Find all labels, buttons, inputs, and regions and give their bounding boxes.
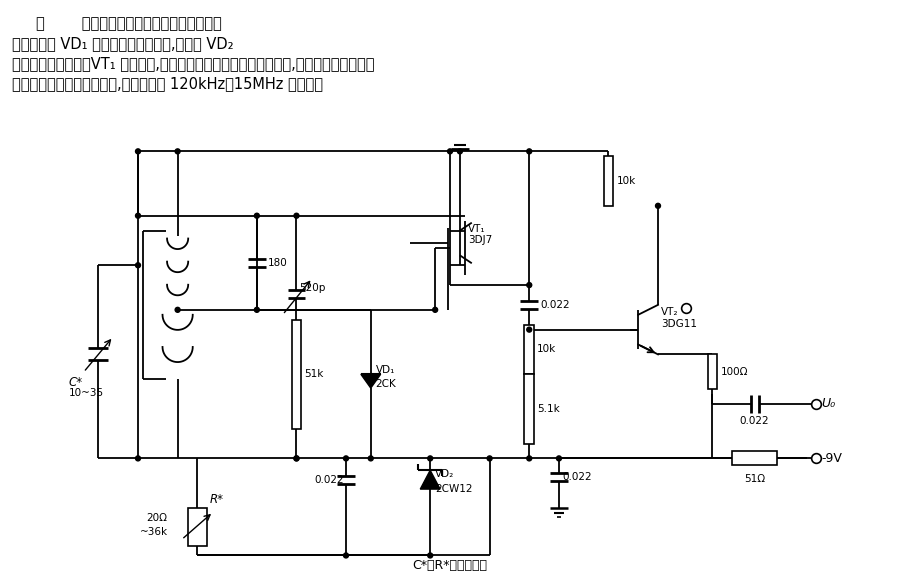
Bar (292, 319, 302, 429)
Text: VD₂: VD₂ (435, 469, 454, 479)
Circle shape (136, 213, 140, 218)
Circle shape (447, 149, 453, 154)
Text: 2CK: 2CK (375, 379, 397, 389)
Text: R*: R* (210, 493, 223, 507)
Circle shape (526, 149, 532, 154)
Circle shape (457, 149, 463, 154)
Text: 5.1k: 5.1k (537, 404, 560, 414)
Circle shape (655, 203, 661, 208)
Circle shape (255, 213, 259, 218)
Text: U₀: U₀ (822, 398, 835, 410)
Circle shape (433, 307, 437, 312)
Text: 100Ω: 100Ω (720, 367, 748, 377)
Text: 51k: 51k (304, 369, 324, 379)
Text: VD₁: VD₁ (375, 365, 395, 375)
Circle shape (428, 456, 433, 461)
Bar (707, 354, 717, 389)
Text: C*和R*分四个波段: C*和R*分四个波段 (412, 559, 488, 573)
Circle shape (294, 213, 299, 218)
Text: 10k: 10k (537, 345, 556, 354)
Circle shape (526, 283, 532, 287)
Circle shape (136, 149, 140, 154)
Bar (525, 374, 535, 444)
Circle shape (344, 553, 348, 558)
Text: 用来稳定电源电压。VT₁ 为振荡级,产生的振荡信号由射极跟随器输出,用来提高频率和振幅: 用来稳定电源电压。VT₁ 为振荡级,产生的振荡信号由射极跟随器输出,用来提高频率… (13, 57, 374, 71)
Text: 2CW12: 2CW12 (435, 484, 472, 494)
Text: ~36k: ~36k (140, 526, 167, 537)
Bar (733, 451, 777, 465)
Circle shape (294, 456, 299, 461)
Bar (604, 156, 614, 206)
Circle shape (136, 456, 140, 461)
Text: 0.022: 0.022 (562, 472, 591, 482)
Text: 10~35: 10~35 (68, 388, 104, 398)
Bar (187, 508, 207, 546)
Circle shape (294, 456, 299, 461)
Text: 180: 180 (268, 258, 287, 268)
Text: 3DG11: 3DG11 (661, 319, 697, 329)
Text: 520p: 520p (300, 283, 326, 293)
Text: 0.022: 0.022 (740, 416, 770, 426)
Circle shape (368, 456, 373, 461)
Circle shape (176, 149, 180, 154)
Text: VT₁: VT₁ (468, 224, 485, 234)
Text: 20Ω: 20Ω (147, 513, 167, 523)
Text: VT₂: VT₂ (661, 307, 679, 317)
Text: C*: C* (68, 376, 83, 389)
Polygon shape (361, 374, 381, 388)
Circle shape (487, 456, 492, 461)
Circle shape (556, 456, 562, 461)
Circle shape (176, 307, 180, 312)
Text: 的稳定度。调节可变电容器,可使频率在 120kHz～15MHz 内变化。: 的稳定度。调节可变电容器,可使频率在 120kHz～15MHz 内变化。 (13, 76, 323, 91)
Bar (525, 325, 535, 374)
Circle shape (526, 456, 532, 461)
Circle shape (136, 263, 140, 268)
Circle shape (526, 327, 532, 332)
Text: -9V: -9V (822, 452, 842, 465)
Text: 10k: 10k (616, 176, 635, 186)
Text: 中的二极管 VD₁ 用来限幅以稳定振幅,稳压管 VD₂: 中的二极管 VD₁ 用来限幅以稳定振幅,稳压管 VD₂ (13, 37, 234, 51)
Text: 3DJ7: 3DJ7 (468, 236, 492, 245)
Circle shape (255, 307, 259, 312)
Text: 图        是一个高频电感反馈式振荡电路。图: 图 是一个高频电感反馈式振荡电路。图 (36, 17, 221, 31)
Text: 0.022: 0.022 (540, 300, 570, 310)
Text: 0.022: 0.022 (314, 475, 344, 485)
Text: 51Ω: 51Ω (744, 474, 765, 484)
Circle shape (344, 456, 348, 461)
Circle shape (428, 553, 433, 558)
Polygon shape (420, 470, 440, 489)
